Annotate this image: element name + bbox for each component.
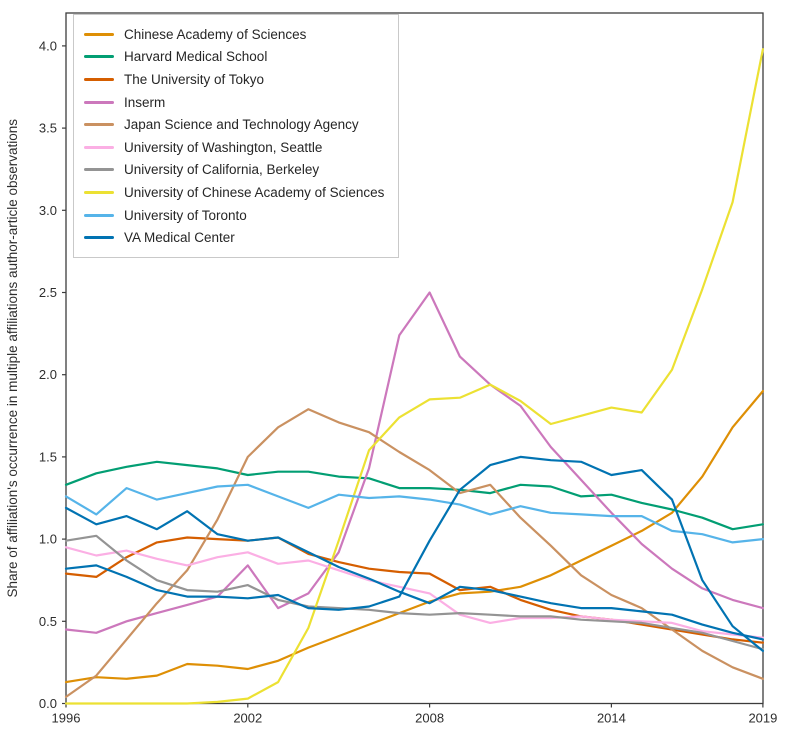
legend-item-label: Japan Science and Technology Agency <box>124 117 359 133</box>
series-line-inserm <box>64 291 765 634</box>
series-line-university-of-toronto <box>64 483 765 544</box>
series-lines <box>64 48 765 705</box>
y-tick-label: 0.0 <box>39 696 57 711</box>
x-tick-label: 2008 <box>415 711 444 726</box>
legend-item: Chinese Academy of Sciences <box>84 23 384 46</box>
axis-ticks <box>62 45 764 708</box>
legend-item: University of Chinese Academy of Science… <box>84 181 384 204</box>
y-tick-label: 1.5 <box>39 449 57 464</box>
legend-item-label: Chinese Academy of Sciences <box>124 26 307 42</box>
legend-line-swatch <box>84 190 114 194</box>
legend-item-label: University of California, Berkeley <box>124 162 320 178</box>
series-line-university-of-california-berkeley <box>64 534 765 651</box>
series-line-chinese-academy-of-sciences <box>64 390 765 684</box>
series-line-unlabeled-dark-blue-line <box>64 506 765 641</box>
plot-border <box>65 12 764 705</box>
legend-line-swatch <box>84 77 114 81</box>
legend-item-label: VA Medical Center <box>124 230 235 246</box>
legend-item: Harvard Medical School <box>84 46 384 69</box>
legend-item-label: University of Toronto <box>124 207 247 223</box>
legend-item: Inserm <box>84 91 384 114</box>
legend-item: University of Toronto <box>84 204 384 227</box>
plot-frame <box>65 12 764 705</box>
legend-line-swatch <box>84 100 114 104</box>
x-tick-label: 2014 <box>597 711 626 726</box>
axis-tick-labels: 1996 2002 2008 2014 2019 0.0 0.5 1.0 1.5 2.0 2.5 3.… <box>39 38 777 725</box>
y-tick-label: 2.0 <box>39 367 57 382</box>
x-tick-label: 1996 <box>52 711 81 726</box>
series-line-university-of-washington-seattle <box>64 546 765 639</box>
legend-item-label: University of Washington, Seattle <box>124 139 323 155</box>
y-tick-label: 1.0 <box>39 532 57 547</box>
legend-item: University of California, Berkeley <box>84 159 384 182</box>
legend-item-label: Harvard Medical School <box>124 49 268 65</box>
legend-item: The University of Tokyo <box>84 68 384 91</box>
series-line-va-medical-center <box>64 455 765 653</box>
legend-item: VA Medical Center <box>84 226 384 249</box>
legend-line-swatch <box>84 123 114 127</box>
y-tick-label: 2.5 <box>39 285 57 300</box>
series-line-harvard-medical-school <box>64 460 765 531</box>
series-line-the-university-of-tokyo <box>64 536 765 644</box>
series-line-japan-science-and-technology-agency <box>64 408 765 699</box>
legend-line-swatch <box>84 55 114 59</box>
legend-item: Japan Science and Technology Agency <box>84 113 384 136</box>
y-tick-label: 0.5 <box>39 614 57 629</box>
series-line-university-of-chinese-academy-of-sciences <box>64 48 765 705</box>
x-tick-label: 2002 <box>233 711 262 726</box>
legend-line-swatch <box>84 32 114 36</box>
legend-item-label: University of Chinese Academy of Science… <box>124 184 385 200</box>
y-tick-label: 3.0 <box>39 203 57 218</box>
legend-line-swatch <box>84 168 114 172</box>
legend-item: University of Washington, Seattle <box>84 136 384 159</box>
legend-item-label: The University of Tokyo <box>124 71 265 87</box>
x-tick-label: 2019 <box>748 711 777 726</box>
legend-line-swatch <box>84 145 114 149</box>
legend-item-label: Inserm <box>124 94 166 110</box>
y-axis-label: Share of affiliation's occurrence in mul… <box>5 119 20 598</box>
legend-box: Chinese Academy of Sciences Harvard Medic… <box>73 14 400 258</box>
y-tick-label: 4.0 <box>39 38 57 53</box>
legend-line-swatch <box>84 213 114 217</box>
y-tick-label: 3.5 <box>39 121 57 136</box>
legend-line-swatch <box>84 236 114 240</box>
